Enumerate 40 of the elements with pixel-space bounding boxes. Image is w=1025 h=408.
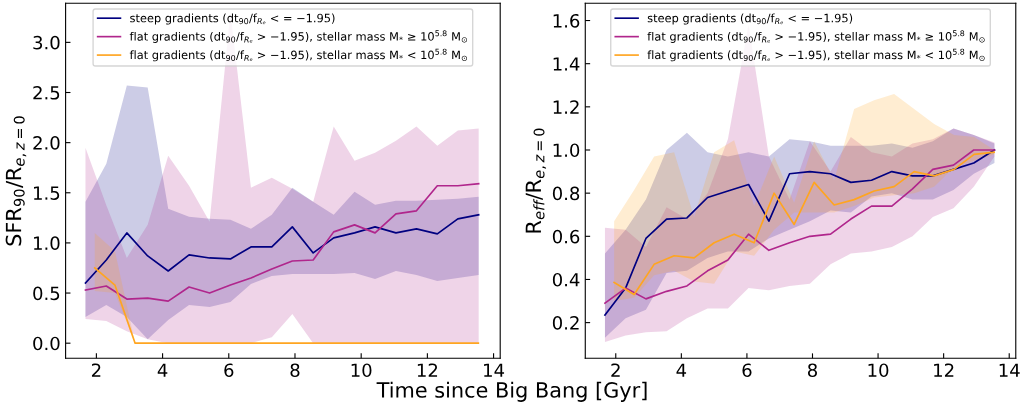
x-tick-label: 14 xyxy=(484,363,505,377)
line-series xyxy=(84,214,480,284)
y-tick-label: 0.6 xyxy=(552,229,580,244)
y-tick-label: 1.2 xyxy=(553,100,579,114)
text: flat gradients (dt$_{90}$/f$_{Rₑ}$ > −1.95), stellar mass M$_{*}$ ≥ 10$^{5.8}$ M$_{⊙}$ xyxy=(129,30,467,43)
y-tick-label: 1.5 xyxy=(34,186,60,200)
x-tick-label: 8 xyxy=(290,363,300,378)
x-tick-label: 14 xyxy=(999,363,1020,377)
line-series xyxy=(84,182,480,302)
y-tick-label: 1.0 xyxy=(34,236,60,251)
x-tick-label: 2 xyxy=(611,363,620,377)
y-tick-label: 0.2 xyxy=(552,316,579,330)
x-axis-title: Time since Big Bang [Gyr] xyxy=(376,381,647,402)
x-tick-label: 6 xyxy=(224,363,234,378)
y-tick-label: 3.0 xyxy=(33,35,60,50)
y-tick-label: 2.5 xyxy=(33,85,60,100)
y-tick-label: 0.5 xyxy=(33,286,60,301)
x-tick-label: 10 xyxy=(351,363,372,378)
text: flat gradients (dt$_{90}$/f$_{Rₑ}$ > −1.95), stellar mass M$_{*}$ ≥ 10$^{5.8}$ M$_{⊙}$ xyxy=(647,30,985,43)
y-axis-title: R$_{eff}$/R$_{e,z=0}$ xyxy=(525,128,547,233)
y-tick-label: 0.4 xyxy=(552,272,580,287)
x-tick-label: 12 xyxy=(417,363,438,377)
legend-label: steep gradients (dt$_{90}$/f$_{Rₑ}$ < = −1.95) xyxy=(647,13,853,25)
y-tick-label: 1.4 xyxy=(553,57,580,71)
x-tick-label: 10 xyxy=(868,363,889,378)
y-axis-title: SFR$_{90}$/R$_{e,z=0}$ xyxy=(5,116,27,246)
y-tick-label: 1.0 xyxy=(553,143,580,158)
x-tick-label: 2 xyxy=(91,363,101,377)
y-tick-label: 0.0 xyxy=(33,336,60,351)
text: flat gradients (dt$_{90}$/f$_{Rₑ}$ > −1.95), stellar mass M$_{*}$ < 10$^{5.8}$ M$_{⊙}$ xyxy=(129,48,467,62)
legend-label: steep gradients (dt$_{90}$/f$_{Rₑ}$ < = −1.95) xyxy=(130,13,335,25)
y-tick-label: 0.8 xyxy=(552,186,580,201)
y-tick-label: 1.6 xyxy=(553,13,580,28)
x-tick-label: 4 xyxy=(157,363,168,377)
x-tick-label: 8 xyxy=(807,363,817,378)
y-tick-label: 2.0 xyxy=(33,136,60,150)
x-tick-label: 6 xyxy=(742,363,752,378)
x-tick-label: 4 xyxy=(676,363,687,377)
x-tick-label: 12 xyxy=(934,363,954,377)
text: flat gradients (dt$_{90}$/f$_{Rₑ}$ > −1.95), stellar mass M$_{*}$ < 10$^{5.8}$ M$_{⊙}$ xyxy=(647,48,985,62)
